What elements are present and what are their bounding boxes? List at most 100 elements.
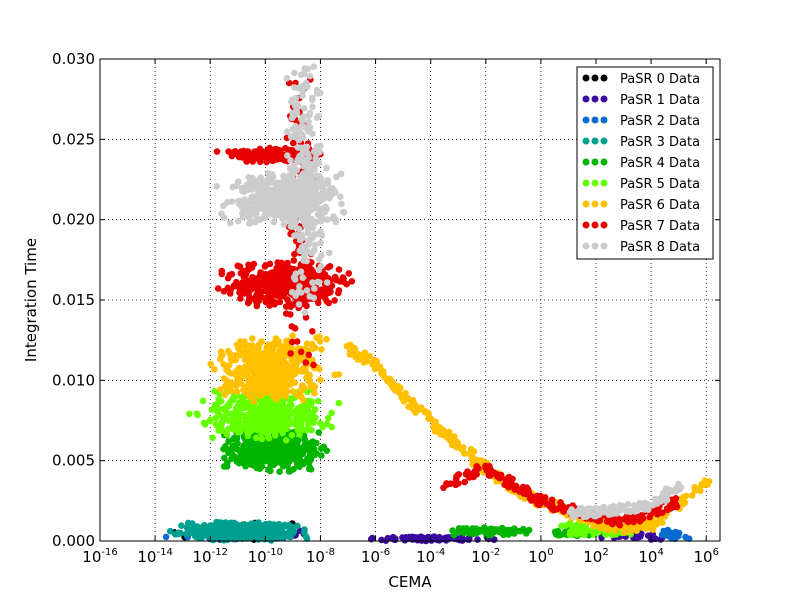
data-point — [259, 442, 267, 450]
data-point — [292, 413, 300, 421]
data-point — [281, 371, 289, 378]
x-tick-label: 10-14 — [137, 547, 172, 566]
data-point — [447, 437, 454, 444]
data-point — [308, 249, 315, 257]
data-point — [254, 388, 261, 395]
data-point — [281, 446, 289, 454]
data-point — [217, 386, 224, 393]
y-tick-label: 0.015 — [52, 291, 95, 309]
data-point — [264, 364, 272, 372]
data-point — [504, 526, 511, 534]
data-point — [268, 343, 276, 351]
data-point — [315, 429, 323, 436]
data-point — [273, 292, 281, 300]
legend-marker — [591, 242, 599, 250]
data-point — [215, 405, 222, 413]
data-point — [266, 208, 274, 215]
data-point — [303, 340, 311, 348]
data-point — [184, 519, 192, 527]
data-point — [290, 359, 297, 366]
data-point — [436, 537, 443, 544]
data-point — [251, 372, 259, 380]
data-point — [233, 388, 241, 396]
data-point — [253, 459, 261, 466]
data-point — [240, 386, 247, 394]
data-point — [228, 455, 235, 463]
data-point — [301, 526, 308, 533]
data-point — [536, 501, 543, 509]
data-point — [316, 198, 324, 205]
legend-entry: PaSR 1 Data — [582, 93, 700, 108]
data-point — [211, 366, 218, 373]
data-point — [675, 529, 683, 537]
data-point — [256, 279, 264, 287]
legend-marker — [600, 95, 608, 103]
data-point — [280, 365, 287, 373]
data-point — [652, 535, 659, 543]
data-point — [252, 434, 260, 442]
data-point — [323, 335, 330, 343]
data-point — [571, 508, 578, 516]
data-point — [243, 350, 251, 357]
data-point — [230, 426, 237, 433]
data-point — [301, 105, 308, 112]
data-point — [226, 290, 234, 297]
data-point — [324, 414, 332, 422]
data-point — [256, 464, 263, 471]
data-point — [206, 417, 214, 425]
data-point — [220, 361, 227, 368]
data-point — [305, 154, 313, 161]
data-point — [323, 216, 331, 223]
data-point — [291, 69, 298, 77]
legend-entry: PaSR 4 Data — [582, 156, 700, 171]
data-point — [281, 185, 289, 193]
data-point — [297, 268, 305, 276]
data-point — [558, 502, 566, 510]
data-point — [296, 247, 304, 255]
x-tick-label: 10-10 — [248, 547, 283, 566]
data-point — [193, 410, 201, 417]
data-point — [621, 516, 628, 523]
data-point — [579, 511, 587, 518]
data-point — [303, 302, 310, 310]
legend-label: PaSR 8 Data — [620, 240, 700, 255]
data-point — [326, 249, 333, 257]
data-point — [259, 365, 267, 372]
data-point — [352, 350, 360, 357]
data-point — [218, 270, 226, 278]
legend-entry: PaSR 2 Data — [582, 114, 700, 129]
data-point — [288, 147, 296, 154]
data-point — [337, 193, 344, 200]
data-point — [283, 376, 291, 383]
data-point — [258, 401, 265, 408]
x-tick-label: 10-4 — [416, 547, 445, 566]
data-point — [276, 376, 284, 384]
data-point — [292, 218, 300, 226]
data-point — [597, 524, 604, 532]
data-point — [291, 250, 298, 258]
data-point — [235, 217, 242, 225]
data-point — [166, 527, 174, 535]
data-point — [229, 183, 236, 191]
data-point — [359, 355, 367, 363]
data-point — [240, 460, 247, 467]
data-point — [225, 438, 232, 445]
data-point — [289, 301, 297, 309]
data-point — [284, 152, 291, 159]
legend-entry: PaSR 7 Data — [582, 219, 700, 234]
data-point — [432, 418, 440, 426]
data-point — [257, 269, 264, 276]
data-point — [313, 439, 320, 447]
data-point — [657, 494, 665, 502]
data-point — [213, 148, 221, 155]
data-point — [302, 359, 310, 366]
data-point — [300, 70, 308, 78]
data-point — [346, 341, 354, 349]
data-point — [263, 449, 271, 457]
data-point — [264, 456, 271, 464]
data-point — [311, 273, 318, 281]
data-point — [455, 535, 463, 542]
data-point — [316, 338, 324, 345]
data-point — [228, 270, 236, 278]
legend-marker — [582, 137, 590, 145]
